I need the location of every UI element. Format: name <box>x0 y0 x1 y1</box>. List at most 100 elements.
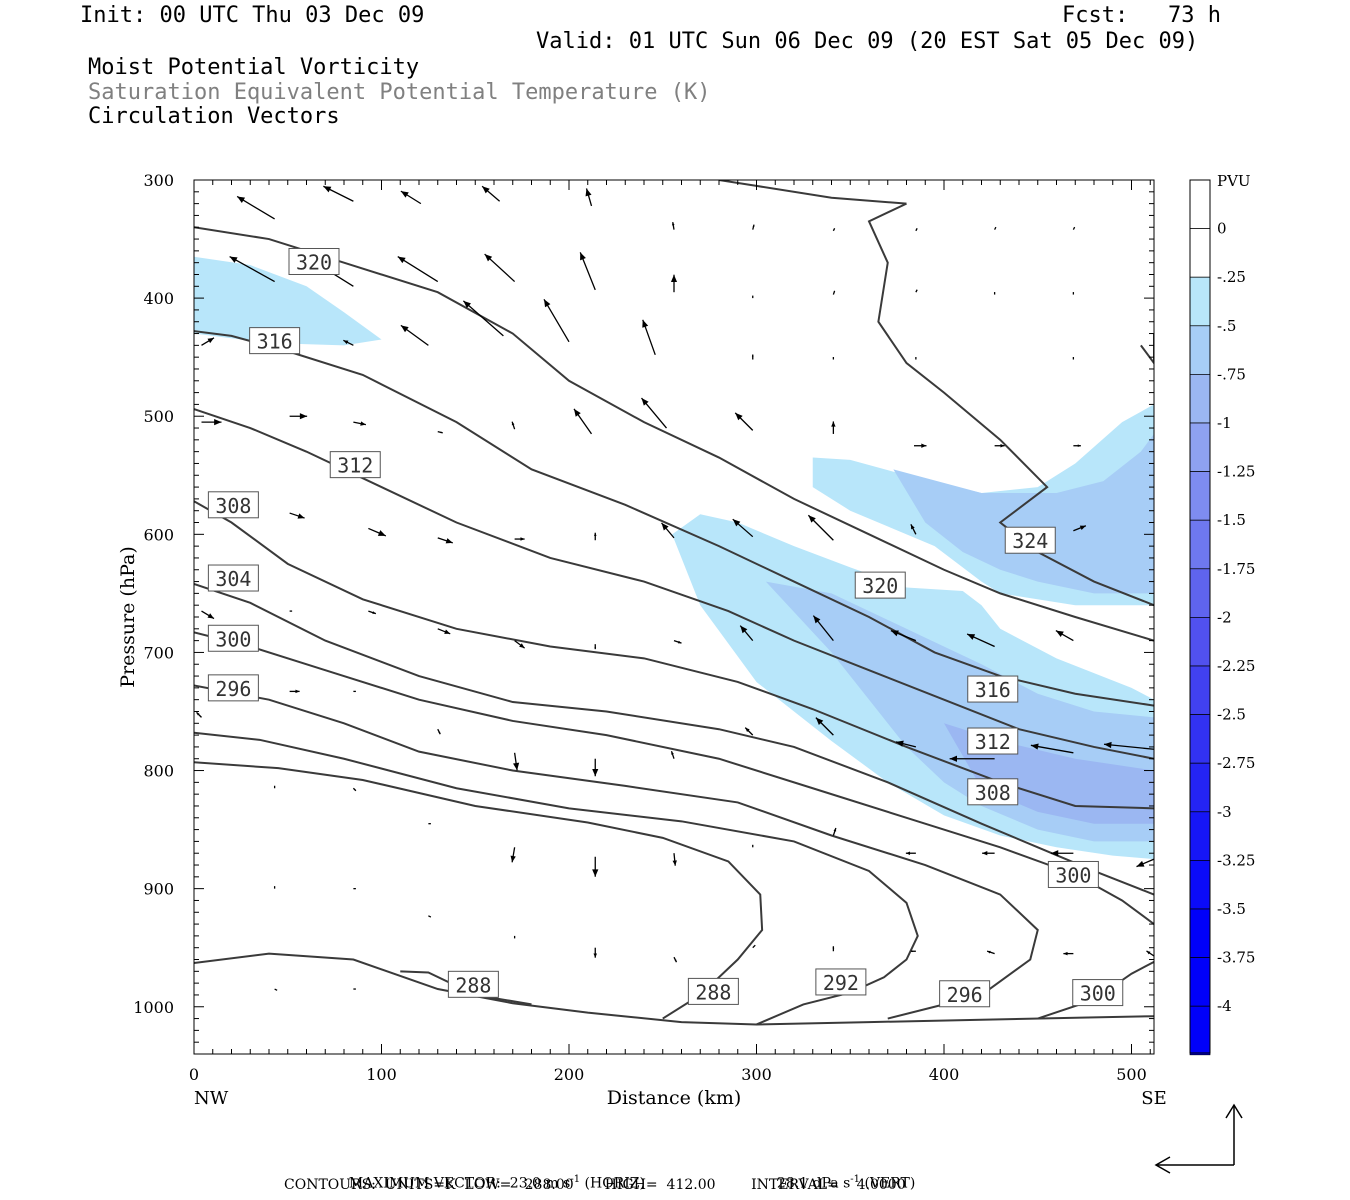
vector-head <box>207 613 214 619</box>
contour-label-text: 288 <box>695 980 731 1004</box>
vector-head <box>752 295 754 297</box>
vector-head <box>831 421 836 427</box>
colorbar-unit: PVU <box>1217 172 1251 190</box>
contour-label-box <box>207 564 259 592</box>
y-tick-label: 700 <box>143 643 174 662</box>
circulation-vector-36 <box>511 421 516 430</box>
colorbar-segment <box>1189 471 1211 521</box>
circulation-vector-6 <box>752 224 755 230</box>
x-tick-label: 200 <box>554 1065 585 1084</box>
contour-label-13: 288 <box>447 970 499 998</box>
vector-head <box>295 689 300 694</box>
circulation-vector-24 <box>400 324 429 346</box>
circulation-vector-81 <box>428 823 431 825</box>
vector-head <box>463 300 471 309</box>
circulation-vector-70 <box>513 752 520 771</box>
circulation-vector-32 <box>201 419 222 426</box>
vector-head <box>833 828 837 832</box>
vector-head <box>237 196 246 203</box>
vector-head <box>813 615 821 624</box>
circulation-vector-55 <box>289 610 293 612</box>
nw-label: NW <box>194 1088 229 1109</box>
x-tick-label: 500 <box>1116 1065 1147 1084</box>
circulation-vector-1 <box>323 185 354 202</box>
contour-label-box <box>939 980 991 1008</box>
vector-head <box>982 851 988 856</box>
vector-head <box>372 611 376 614</box>
circulation-vector-98 <box>832 946 835 952</box>
colorbar-segment <box>1189 179 1211 229</box>
contour-label-11: 308 <box>967 778 1019 806</box>
circulation-vector-49 <box>661 522 675 539</box>
circulation-vector-69 <box>437 728 441 735</box>
se-label: SE <box>1141 1088 1166 1109</box>
contour-label-text: 296 <box>215 677 251 701</box>
contour-label-16: 296 <box>939 980 991 1008</box>
circulation-vector-4 <box>585 188 593 207</box>
circulation-vector-46 <box>437 537 453 544</box>
vector-head <box>274 886 276 888</box>
contour-label-9: 316 <box>967 675 1019 703</box>
contour-label-10: 312 <box>967 727 1019 755</box>
circulation-vector-95 <box>593 947 598 958</box>
theta-contour-312-9 <box>194 408 1154 760</box>
colorbar-frame <box>1189 179 1211 1054</box>
circulation-vector-10 <box>1072 226 1076 230</box>
vector-head <box>323 186 332 193</box>
circulation-vector-93 <box>428 915 432 918</box>
circulation-vector-104 <box>353 988 356 990</box>
vector-head <box>641 398 649 406</box>
vector-head <box>1000 443 1005 448</box>
contour-label-box <box>207 491 259 519</box>
circulation-vector-19 <box>915 289 918 293</box>
vector-shaft <box>543 298 570 343</box>
colorbar-segment <box>1189 325 1211 375</box>
circulation-vector-83 <box>592 856 599 877</box>
colorbar-label: -2.25 <box>1217 657 1255 675</box>
colorbar-segment <box>1189 957 1211 1007</box>
circulation-vector-13 <box>397 256 439 283</box>
colorbar-segment <box>1189 519 1211 570</box>
circulation-vector-75 <box>895 740 917 748</box>
colorbar-segment <box>1189 276 1211 327</box>
vector-head <box>275 989 278 991</box>
colorbar-label: -.75 <box>1217 365 1246 383</box>
circulation-vector-62 <box>812 615 834 642</box>
vector-head <box>833 290 835 293</box>
circulation-vector-58 <box>514 640 526 649</box>
vector-head <box>1073 227 1075 229</box>
vector-head <box>994 227 996 229</box>
colorbar-segment <box>1189 617 1211 667</box>
vector-head <box>833 228 835 230</box>
max-horiz-value: 23.0 m s <box>509 1175 571 1192</box>
circulation-vector-74 <box>815 717 834 736</box>
contour-label-4: 304 <box>207 564 259 592</box>
circulation-vector-38 <box>641 397 667 429</box>
horiz-exponent: -1 <box>570 1174 581 1185</box>
contour-label-box <box>207 624 259 652</box>
title-circulation: Circulation Vectors <box>88 104 340 129</box>
vector-head <box>429 823 431 825</box>
theta-contour-288-2 <box>194 761 764 1020</box>
vector-shaft <box>462 300 504 337</box>
circulation-vector-45 <box>368 527 387 537</box>
circulation-vector-20 <box>993 292 996 295</box>
circulation-vector-44 <box>289 512 305 519</box>
contour-label-8: 320 <box>854 571 906 599</box>
colorbar-label: -3.5 <box>1217 900 1246 918</box>
vector-head <box>895 740 904 747</box>
colorbar-label: -3.25 <box>1217 851 1255 869</box>
contour-label-box <box>815 968 867 996</box>
contour-label-text: 316 <box>975 678 1011 702</box>
vector-head <box>1077 444 1081 448</box>
circulation-vector-91 <box>273 886 276 889</box>
contour-label-box <box>249 327 301 355</box>
contour-label-3: 308 <box>207 491 259 519</box>
circulation-vector-47 <box>514 537 525 541</box>
y-tick-label: 300 <box>143 171 174 190</box>
circulation-vector-59 <box>594 644 597 650</box>
circulation-vector-3 <box>481 185 501 202</box>
colorbar-label: -1.75 <box>1217 560 1255 578</box>
vert-exponent: -1 <box>850 1174 861 1185</box>
